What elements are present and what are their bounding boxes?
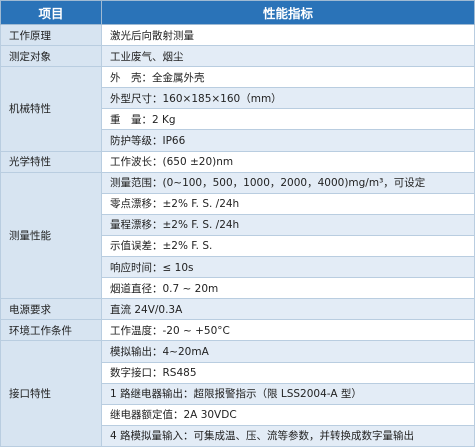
header-cell: 性能指标 [101, 0, 475, 25]
row: 光学特性 工作波长：(650 ±20)nm [0, 150, 475, 173]
header-row: 项目 性能指标 [0, 0, 475, 25]
row: 测定对象 工业废气、烟尘 [0, 45, 475, 68]
row-item: 量程漂移：±2% F. S. /24h [101, 213, 475, 236]
row: 示值误差：±2% F. S. [1, 234, 475, 258]
row-label: 测量性能 [0, 171, 102, 300]
row: 数字接口：RS485 [1, 361, 475, 384]
row-item: 1 路继电器输出：超限报警指示（限 LSS2004-A 型） [101, 382, 475, 405]
row-label: 电源要求 [0, 298, 102, 321]
row: 继电器额定值：2A 30VDC [1, 403, 475, 426]
row: 外型尺寸：160×185×160（mm） [1, 87, 475, 110]
row: 量程漂移：±2% F. S. /24h [1, 213, 475, 236]
table-body: 工作原理 激光后向散射测量 测定对象 工业废气、烟尘 机械特性外 壳：全金属外壳 外型尺寸… [0, 23, 475, 447]
row: 测量性能 测量范围：(0~100，500，1000，2000，4000)mg/m³… [0, 171, 475, 300]
row-item: 继电器额定值：2A 30VDC [101, 403, 475, 426]
row-item: 响应时间：≤ 10s [101, 256, 475, 279]
row-item: 模拟输出：4~20mA [101, 340, 475, 363]
row-item: 防护等级：IP66 [101, 129, 475, 152]
row-item: 数字接口：RS485 [101, 361, 475, 384]
row-item: 外 壳：全金属外壳 [101, 66, 475, 89]
row-item: 直流 24V/0.3A [101, 298, 475, 321]
row: 防护等级：IP66 [1, 129, 475, 152]
row: 机械特性外 壳：全金属外壳 [0, 66, 475, 152]
row: 接口特性 模拟输出：4~20mA [0, 340, 475, 447]
row-item: 测量范围：(0~100，500，1000，2000，4000)mg/m³，可设定 [101, 171, 475, 194]
row-label: 工作原理 [0, 23, 102, 47]
row-item: 烟道直径：0.7 ~ 20m [101, 277, 475, 300]
row-item: 4 路模拟量输入：可集成温、压、流等参数，并转换成数字量输出 [101, 424, 475, 447]
row-item: 工作波长：(650 ±20)nm [101, 150, 475, 173]
row-item: 重 量：2 Kg [101, 108, 475, 131]
row-item: 激光后向散射测量 [101, 23, 475, 47]
row-label: 光学特性 [0, 150, 102, 173]
row: 工作原理 激光后向散射测量 [0, 23, 475, 47]
row-label: 环境工作条件 [0, 319, 102, 342]
row-label: 测定对象 [0, 45, 102, 68]
header-cell: 项目 [0, 0, 102, 25]
row: 重 量：2 Kg [1, 108, 475, 131]
row: 环境工作条件 工作温度：-20 ~ +50°C [0, 319, 475, 342]
row-item: 零点漂移：±2% F. S. /24h [101, 192, 475, 215]
row-item: 工业废气、烟尘 [101, 45, 475, 68]
row: 电源要求 直流 24V/0.3A [0, 298, 475, 321]
row-label: 接口特性 [0, 340, 102, 447]
row-item: 外型尺寸：160×185×160（mm） [101, 87, 475, 110]
row: 1 路继电器输出：超限报警指示（限 LSS2004-A 型） [1, 382, 475, 405]
row: 4 路模拟量输入：可集成温、压、流等参数，并转换成数字量输出 [1, 424, 475, 447]
row-label: 机械特性 [0, 66, 102, 152]
row-item: 工作温度：-20 ~ +50°C [101, 319, 475, 342]
row: 响应时间：≤ 10s [1, 256, 475, 279]
row-item: 示值误差：±2% F. S. [101, 234, 475, 258]
